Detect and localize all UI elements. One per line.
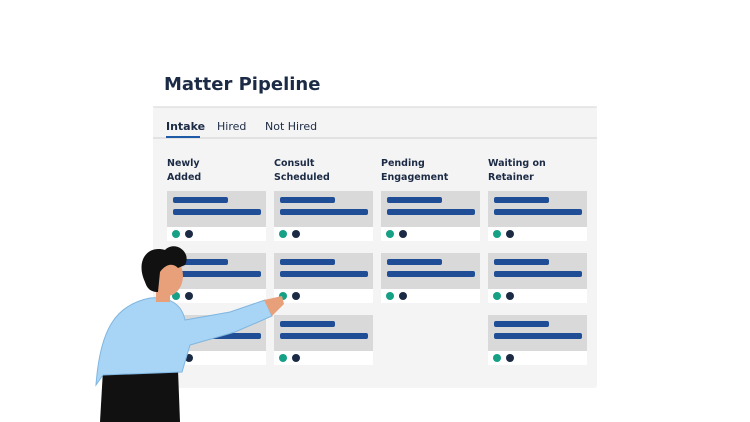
card-bar — [494, 333, 582, 339]
card-bar — [280, 197, 335, 203]
card[interactable] — [167, 253, 266, 303]
card[interactable] — [274, 315, 373, 365]
person-illustration — [95, 246, 284, 422]
column-header-line: Added — [167, 172, 201, 183]
pants — [100, 370, 180, 422]
card-bar — [494, 197, 549, 203]
column-header-line: Pending — [381, 158, 425, 169]
card[interactable] — [488, 191, 587, 241]
column-header: Consult Scheduled — [274, 158, 330, 183]
card-bar — [280, 259, 335, 265]
card-bar — [173, 197, 228, 203]
column-header-line: Waiting on — [488, 158, 546, 169]
reject-icon[interactable] — [185, 230, 193, 238]
tab[interactable]: Not Hired — [265, 120, 317, 133]
card-bar — [387, 209, 475, 215]
reject-icon[interactable] — [292, 292, 300, 300]
column-header-line: Retainer — [488, 172, 534, 183]
approve-icon[interactable] — [386, 230, 394, 238]
tabs: Intake Hired Not Hired — [166, 120, 317, 138]
approve-icon[interactable] — [279, 230, 287, 238]
approve-icon[interactable] — [493, 230, 501, 238]
card[interactable] — [488, 253, 587, 303]
hair — [141, 246, 187, 292]
card[interactable] — [274, 191, 373, 241]
card-bar — [387, 197, 442, 203]
card[interactable] — [274, 253, 373, 303]
tab[interactable]: Intake — [166, 120, 205, 133]
card-bar — [387, 259, 442, 265]
reject-icon[interactable] — [292, 230, 300, 238]
approve-icon[interactable] — [279, 354, 287, 362]
hand — [264, 296, 284, 316]
card-bar — [387, 271, 475, 277]
approve-icon[interactable] — [172, 292, 180, 300]
column-header: Pending Engagement — [381, 158, 449, 183]
card-bar — [173, 209, 261, 215]
card-bar — [280, 333, 368, 339]
reject-icon[interactable] — [506, 230, 514, 238]
card-bar — [173, 271, 261, 277]
active-tab-underline — [166, 136, 200, 138]
approve-icon[interactable] — [493, 354, 501, 362]
card-bar — [494, 259, 549, 265]
reject-icon[interactable] — [399, 292, 407, 300]
reject-icon[interactable] — [506, 354, 514, 362]
column-header: Newly Added — [167, 158, 201, 183]
card-bar — [173, 259, 228, 265]
card-bar — [494, 271, 582, 277]
card-bar — [280, 209, 368, 215]
reject-icon[interactable] — [185, 292, 193, 300]
card-bar — [280, 271, 368, 277]
card[interactable] — [381, 191, 480, 241]
card[interactable] — [488, 315, 587, 365]
card[interactable] — [381, 253, 480, 303]
approve-icon[interactable] — [172, 230, 180, 238]
column-header-line: Scheduled — [274, 172, 330, 183]
card-bar — [494, 321, 549, 327]
column-header: Waiting on Retainer — [488, 158, 546, 183]
column-header-line: Engagement — [381, 172, 449, 183]
column-header-line: Newly — [167, 158, 200, 169]
approve-icon[interactable] — [493, 292, 501, 300]
reject-icon[interactable] — [506, 292, 514, 300]
card-bar — [494, 209, 582, 215]
column-header-line: Consult — [274, 158, 315, 169]
reject-icon[interactable] — [292, 354, 300, 362]
tab[interactable]: Hired — [217, 120, 246, 133]
card[interactable] — [167, 191, 266, 241]
approve-icon[interactable] — [386, 292, 394, 300]
card-bar — [280, 321, 335, 327]
reject-icon[interactable] — [399, 230, 407, 238]
page-title: Matter Pipeline — [164, 74, 320, 95]
